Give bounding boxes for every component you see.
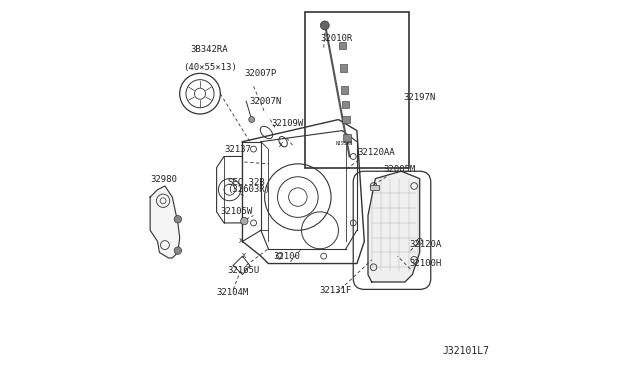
Text: 32007N: 32007N bbox=[250, 97, 282, 106]
Bar bbox=[339, 42, 346, 49]
Text: 32120A: 32120A bbox=[410, 240, 442, 249]
Text: X: X bbox=[239, 238, 243, 244]
Text: 32197N: 32197N bbox=[403, 93, 435, 102]
Polygon shape bbox=[150, 186, 180, 258]
Text: SEC.32B: SEC.32B bbox=[227, 178, 264, 187]
Circle shape bbox=[249, 116, 255, 122]
Text: X: X bbox=[279, 142, 284, 148]
Text: NISSAN: NISSAN bbox=[335, 141, 353, 147]
Text: 32005M: 32005M bbox=[383, 165, 416, 174]
Text: (32603R): (32603R) bbox=[227, 185, 270, 194]
Text: 32131F: 32131F bbox=[319, 286, 351, 295]
Text: 32165U: 32165U bbox=[228, 266, 260, 275]
Circle shape bbox=[241, 217, 248, 225]
Bar bbox=[340, 64, 347, 71]
Bar bbox=[342, 116, 349, 123]
Text: 32120AA: 32120AA bbox=[358, 148, 396, 157]
Text: 32105W: 32105W bbox=[220, 207, 253, 217]
Circle shape bbox=[321, 21, 329, 30]
Bar bbox=[341, 86, 348, 94]
Text: 32109W: 32109W bbox=[271, 119, 303, 128]
Bar bbox=[305, 13, 408, 167]
Circle shape bbox=[174, 247, 182, 254]
Text: 3B342RA: 3B342RA bbox=[191, 45, 228, 54]
Text: 32007P: 32007P bbox=[244, 69, 276, 78]
Bar bbox=[343, 134, 351, 142]
Text: 32137: 32137 bbox=[224, 145, 251, 154]
Bar bbox=[342, 101, 349, 109]
Text: 32010R: 32010R bbox=[320, 34, 352, 43]
Circle shape bbox=[174, 215, 182, 223]
Polygon shape bbox=[368, 171, 420, 282]
Text: 32980: 32980 bbox=[150, 175, 177, 184]
Text: 32104M: 32104M bbox=[216, 288, 249, 297]
Text: 32100: 32100 bbox=[274, 252, 301, 262]
Text: X: X bbox=[242, 253, 246, 259]
Text: 32100H: 32100H bbox=[410, 259, 442, 268]
Text: (40×55×13): (40×55×13) bbox=[184, 63, 237, 72]
Text: J32101L7: J32101L7 bbox=[443, 346, 490, 356]
Bar bbox=[370, 185, 379, 190]
